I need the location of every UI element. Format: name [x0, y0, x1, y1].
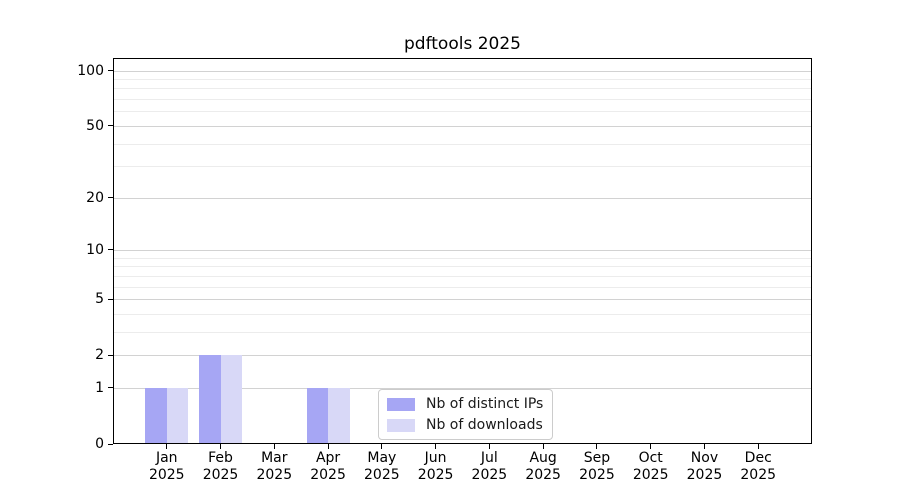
- y-gridline-minor: [113, 143, 812, 145]
- y-tick-mark: [108, 70, 113, 72]
- y-gridline-minor: [113, 99, 812, 101]
- x-tick-label: Jan 2025: [148, 450, 185, 483]
- y-tick-label: 0: [95, 436, 104, 452]
- y-gridline-major: [113, 249, 812, 251]
- y-tick-label: 5: [95, 291, 104, 308]
- x-tick-label: Jul 2025: [471, 450, 508, 483]
- y-gridline-minor: [113, 111, 812, 113]
- x-tick-mark: [273, 444, 275, 449]
- y-gridline-minor: [113, 166, 812, 168]
- y-tick-mark: [108, 197, 113, 199]
- y-tick-label: 10: [86, 241, 104, 258]
- x-tick-mark: [703, 444, 705, 449]
- legend-item-downloads: Nb of downloads: [387, 417, 543, 433]
- y-gridline-minor: [113, 275, 812, 277]
- bar: [145, 387, 167, 444]
- x-tick-label: Dec 2025: [740, 450, 777, 483]
- x-tick-label: Aug 2025: [525, 450, 561, 483]
- y-tick-label: 1: [95, 379, 104, 396]
- plot-area: [113, 58, 812, 444]
- y-gridline-major: [113, 125, 812, 127]
- legend: Nb of distinct IPs Nb of downloads: [378, 389, 554, 440]
- y-tick-mark: [108, 354, 113, 356]
- x-tick-mark: [327, 444, 329, 449]
- x-tick-label: Nov 2025: [686, 450, 723, 483]
- y-tick-mark: [108, 387, 113, 389]
- y-tick-mark: [108, 298, 113, 300]
- y-tick-label: 100: [77, 62, 104, 79]
- y-gridline-minor: [113, 257, 812, 259]
- x-tick-label: Apr 2025: [310, 450, 346, 483]
- y-gridline-minor: [113, 286, 812, 288]
- y-tick-label: 50: [86, 117, 104, 134]
- x-tick-label: Oct 2025: [632, 450, 669, 483]
- y-gridline-major: [113, 387, 812, 389]
- y-tick-label: 20: [86, 189, 104, 206]
- x-tick-mark: [381, 444, 383, 449]
- y-tick-mark: [108, 125, 113, 127]
- x-tick-label: Jun 2025: [417, 450, 454, 483]
- x-tick-mark: [757, 444, 759, 449]
- x-tick-mark: [166, 444, 168, 449]
- y-gridline-minor: [113, 331, 812, 333]
- bar: [166, 387, 189, 444]
- axes-spines: [113, 58, 812, 444]
- y-gridline-major: [113, 70, 812, 72]
- x-tick-mark: [542, 444, 544, 449]
- x-tick-label: Feb 2025: [202, 450, 239, 483]
- y-tick-label: 2: [95, 347, 104, 364]
- y-tick-mark: [108, 443, 113, 445]
- y-gridline-major: [113, 197, 812, 199]
- x-tick-label: Mar 2025: [256, 450, 293, 483]
- y-gridline-major: [113, 355, 812, 357]
- y-gridline-minor: [113, 88, 812, 90]
- legend-swatch-downloads: [387, 418, 415, 432]
- x-tick-mark: [220, 444, 222, 449]
- x-tick-mark: [488, 444, 490, 449]
- bar: [306, 387, 329, 444]
- chart-title: pdftools 2025: [404, 34, 521, 54]
- y-gridline-major: [113, 299, 812, 301]
- legend-swatch-distinct-ips: [387, 397, 415, 411]
- bar: [328, 387, 350, 444]
- y-gridline-minor: [113, 266, 812, 268]
- x-tick-label: May 2025: [364, 450, 400, 483]
- legend-item-distinct-ips: Nb of distinct IPs: [387, 396, 543, 412]
- x-tick-mark: [596, 444, 598, 449]
- y-gridline-minor: [113, 79, 812, 81]
- x-tick-mark: [650, 444, 652, 449]
- legend-label-downloads: Nb of downloads: [426, 417, 543, 433]
- y-gridline-minor: [113, 313, 812, 315]
- legend-label-distinct-ips: Nb of distinct IPs: [426, 396, 544, 412]
- x-tick-mark: [435, 444, 437, 449]
- bar: [220, 355, 243, 444]
- y-tick-mark: [108, 249, 113, 251]
- x-tick-label: Sep 2025: [579, 450, 615, 483]
- bar: [199, 355, 221, 444]
